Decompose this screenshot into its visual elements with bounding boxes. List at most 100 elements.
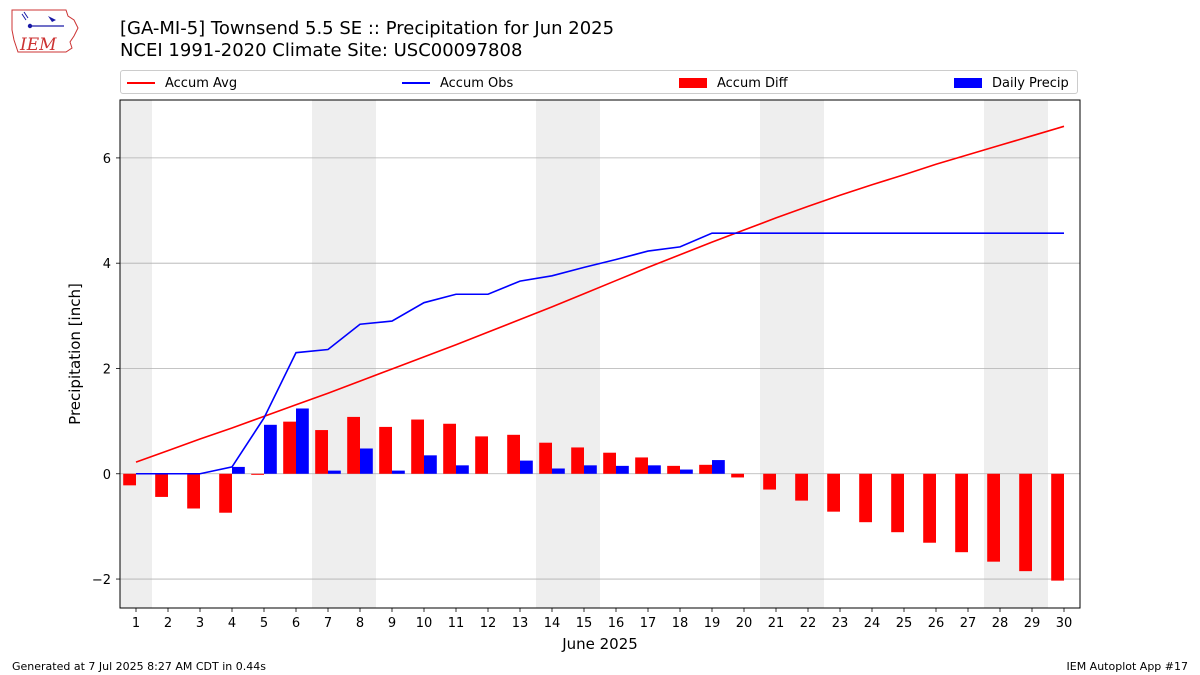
bar-accum-diff <box>539 442 552 474</box>
bar-daily-precip <box>680 469 693 474</box>
x-tick-label: 17 <box>640 616 657 631</box>
bar-daily-precip <box>232 466 245 474</box>
bar-accum-diff <box>923 473 936 543</box>
legend-swatch-accum-diff <box>679 78 707 88</box>
logo-text: IEM <box>19 35 57 55</box>
x-tick-label: 21 <box>768 616 785 631</box>
bar-daily-precip <box>584 465 597 474</box>
weekend-band <box>120 100 152 608</box>
bar-accum-diff <box>571 447 584 474</box>
x-tick-label: 22 <box>800 616 817 631</box>
bar-accum-diff <box>795 473 808 501</box>
iowa-outline-icon <box>11 9 79 53</box>
x-tick-label: 9 <box>388 616 396 631</box>
x-tick-label: 26 <box>928 616 945 631</box>
bar-accum-diff <box>731 473 744 478</box>
x-tick-label: 13 <box>512 616 529 631</box>
x-tick-label: 3 <box>196 616 204 631</box>
x-tick-label: 24 <box>864 616 881 631</box>
x-tick-label: 4 <box>228 616 236 631</box>
weekend-band <box>536 100 600 608</box>
y-tick-label: −2 <box>92 573 111 588</box>
y-tick-label: 4 <box>103 257 111 272</box>
x-tick-label: 8 <box>356 616 364 631</box>
bar-daily-precip <box>424 455 437 474</box>
x-tick-label: 16 <box>608 616 625 631</box>
bar-daily-precip <box>712 460 725 474</box>
weekend-band <box>312 100 376 608</box>
bar-accum-diff <box>699 464 712 474</box>
bar-accum-diff <box>219 473 232 513</box>
legend-item-daily-precip: Daily Precip <box>954 74 1069 92</box>
chart-title: [GA-MI-5] Townsend 5.5 SE :: Precipitati… <box>120 18 615 39</box>
bar-accum-diff <box>859 473 872 523</box>
legend-swatch-accum-obs <box>402 82 430 84</box>
x-tick-label: 12 <box>480 616 497 631</box>
x-tick-label: 10 <box>416 616 433 631</box>
bar-accum-diff <box>379 426 392 474</box>
bar-daily-precip <box>264 424 277 474</box>
legend-swatch-daily-precip <box>954 78 982 88</box>
y-tick-label: 2 <box>103 362 111 377</box>
bar-accum-diff <box>635 457 648 474</box>
x-tick-label: 27 <box>960 616 977 631</box>
bar-accum-diff <box>763 473 776 490</box>
bar-accum-diff <box>827 473 840 512</box>
bar-accum-diff <box>1051 473 1064 581</box>
x-tick-label: 1 <box>132 616 140 631</box>
x-axis-label: June 2025 <box>561 635 638 653</box>
legend: Accum Avg Accum Obs Accum Diff Daily Pre… <box>120 70 1078 94</box>
bar-daily-precip <box>328 470 341 474</box>
bar-daily-precip <box>520 460 533 474</box>
bar-accum-diff <box>283 421 296 474</box>
bar-daily-precip <box>456 465 469 474</box>
bar-accum-diff <box>315 430 328 474</box>
bar-accum-diff <box>443 423 456 474</box>
legend-item-accum-diff: Accum Diff <box>679 74 788 92</box>
line-accum-avg <box>135 125 1065 463</box>
x-tick-label: 7 <box>324 616 332 631</box>
y-tick-label: 6 <box>103 152 111 167</box>
footer-generated: Generated at 7 Jul 2025 8:27 AM CDT in 0… <box>12 660 266 673</box>
legend-label-accum-obs: Accum Obs <box>440 75 514 91</box>
bar-daily-precip <box>552 468 565 474</box>
x-tick-label: 18 <box>672 616 689 631</box>
x-tick-label: 19 <box>704 616 721 631</box>
x-tick-label: 14 <box>544 616 561 631</box>
chart-subtitle: NCEI 1991-2020 Climate Site: USC00097808 <box>120 40 523 61</box>
x-tick-label: 6 <box>292 616 300 631</box>
bar-accum-diff <box>475 436 488 474</box>
legend-label-daily-precip: Daily Precip <box>992 75 1069 91</box>
legend-label-accum-avg: Accum Avg <box>165 75 238 91</box>
bar-accum-diff <box>123 473 136 486</box>
bar-accum-diff <box>955 473 968 553</box>
bar-accum-diff <box>155 473 168 497</box>
bar-daily-precip <box>648 465 661 474</box>
x-tick-label: 5 <box>260 616 268 631</box>
bar-accum-diff <box>891 473 904 533</box>
bar-daily-precip <box>360 448 373 474</box>
bar-accum-diff <box>603 452 616 474</box>
bar-accum-diff <box>251 473 264 475</box>
y-tick-label: 0 <box>103 468 111 483</box>
legend-swatch-accum-avg <box>127 82 155 84</box>
x-tick-label: 15 <box>576 616 593 631</box>
legend-label-accum-diff: Accum Diff <box>717 75 788 91</box>
x-tick-label: 2 <box>164 616 172 631</box>
bar-daily-precip <box>392 470 405 474</box>
y-axis-label: Precipitation [inch] <box>66 283 84 425</box>
bar-accum-diff <box>411 419 424 474</box>
line-accum-obs <box>136 232 1064 475</box>
x-tick-label: 11 <box>448 616 465 631</box>
x-tick-label: 28 <box>992 616 1009 631</box>
x-tick-label: 29 <box>1024 616 1041 631</box>
bar-accum-diff <box>1019 473 1032 572</box>
bar-accum-diff <box>987 473 1000 562</box>
bar-accum-diff <box>347 416 360 474</box>
x-tick-label: 30 <box>1056 616 1073 631</box>
bar-daily-precip <box>296 408 309 474</box>
iem-logo: IEM <box>11 9 79 55</box>
plot-frame <box>119 99 1081 609</box>
bar-daily-precip <box>616 465 629 474</box>
